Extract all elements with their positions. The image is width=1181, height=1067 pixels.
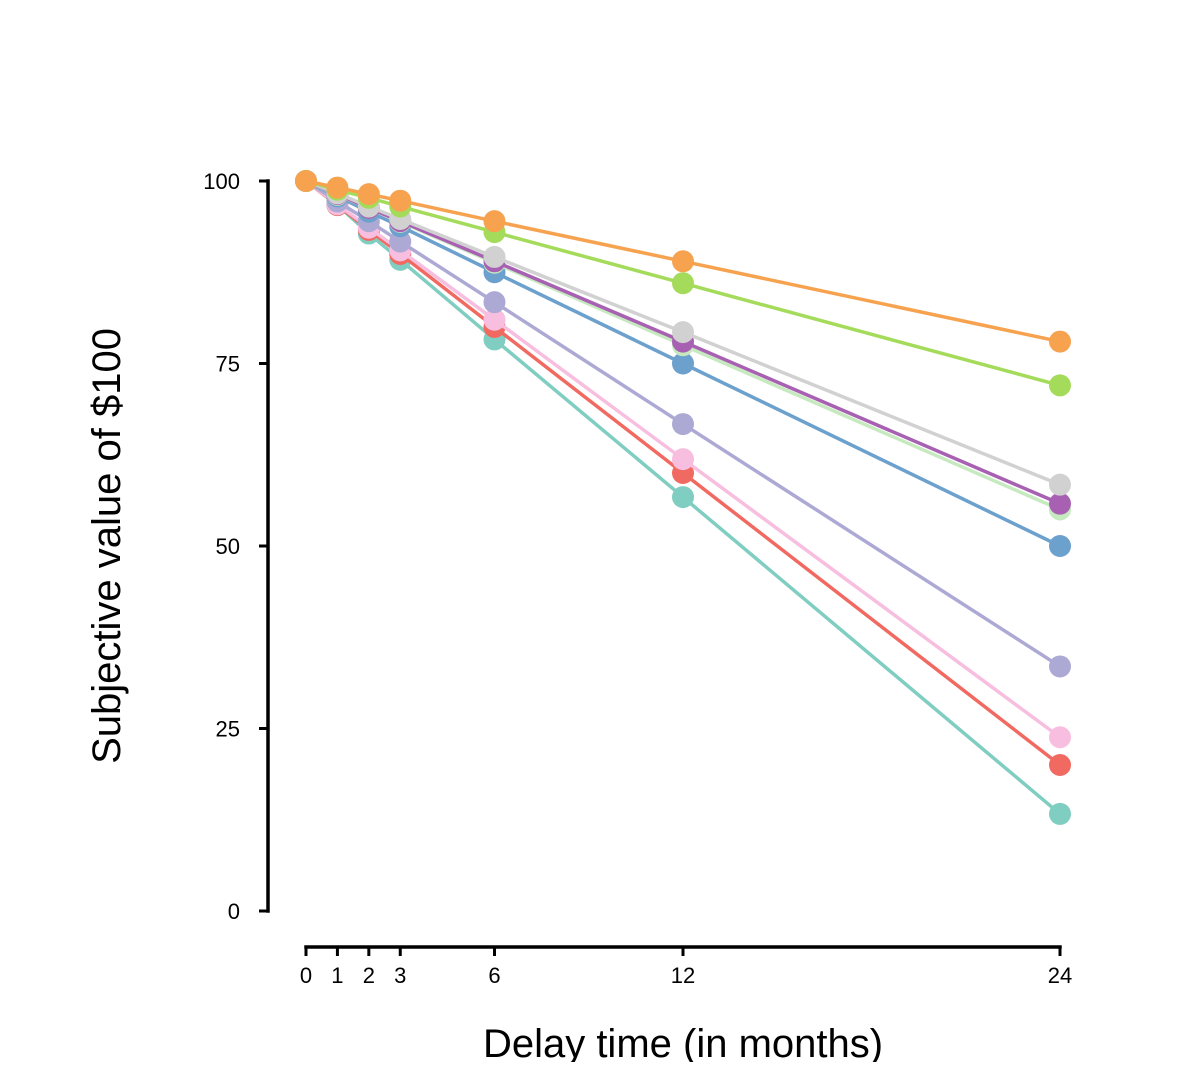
x-tick-label: 0 (300, 963, 312, 988)
x-tick-label: 6 (488, 963, 500, 988)
data-point (357, 183, 380, 206)
data-point (1049, 754, 1071, 776)
data-point (672, 272, 694, 295)
x-tick-label: 1 (331, 963, 343, 988)
series-group (295, 170, 1071, 825)
data-point (483, 245, 506, 268)
series-8 (295, 170, 1071, 496)
series-4 (295, 170, 1071, 678)
x-tick-label: 3 (394, 963, 406, 988)
data-point (295, 170, 317, 192)
data-point (483, 308, 506, 331)
data-point (1049, 473, 1071, 496)
series-10 (295, 170, 1071, 353)
data-point (672, 250, 694, 273)
x-axis-title: Delay time (in months) (483, 1022, 883, 1062)
data-point (1049, 492, 1071, 515)
y-tick-label: 75 (216, 352, 240, 377)
data-point (672, 352, 694, 375)
data-point (389, 189, 412, 212)
y-tick-label: 25 (216, 717, 240, 742)
data-point (389, 230, 412, 253)
data-point (1049, 802, 1071, 825)
y-tick-label: 100 (203, 169, 240, 194)
data-point (672, 413, 694, 436)
data-point (1049, 330, 1071, 353)
data-point (672, 448, 694, 471)
data-point (483, 291, 506, 314)
data-point (672, 321, 694, 344)
data-point (1049, 535, 1071, 557)
data-point (1049, 374, 1071, 397)
x-tick-label: 2 (363, 963, 375, 988)
x-tick-label: 24 (1048, 963, 1072, 988)
data-point (1049, 655, 1071, 678)
data-point (326, 176, 349, 199)
y-axis-title: Subjective value of $100 (85, 328, 129, 764)
data-point (1049, 726, 1071, 749)
data-point (483, 210, 506, 233)
data-point (672, 486, 694, 509)
x-tick-label: 12 (671, 963, 695, 988)
y-tick-label: 50 (216, 534, 240, 559)
y-tick-label: 0 (228, 899, 240, 924)
